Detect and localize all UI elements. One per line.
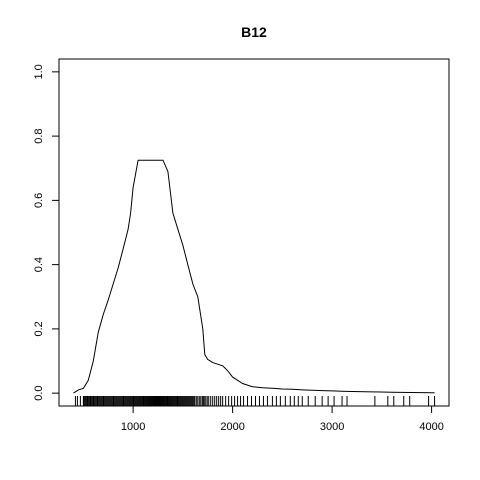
chart-title: B12: [241, 24, 267, 40]
x-tick-label: 3000: [320, 421, 344, 433]
y-tick-label: 1.0: [33, 64, 45, 79]
y-tick-label: 0.2: [33, 321, 45, 336]
y-tick-label: 0.8: [33, 128, 45, 143]
y-tick-label: 0.6: [33, 193, 45, 208]
y-tick-label: 0.0: [33, 385, 45, 400]
x-tick-label: 4000: [419, 421, 443, 433]
x-tick-label: 2000: [220, 421, 244, 433]
x-tick-label: 1000: [121, 421, 145, 433]
density-line: [73, 159, 435, 394]
y-axis: 0.0 0.2 0.4 0.6 0.8 1.0: [33, 64, 60, 401]
plot-frame: [58, 58, 450, 407]
y-tick-label: 0.4: [33, 257, 45, 272]
rug-marks: [74, 396, 436, 406]
